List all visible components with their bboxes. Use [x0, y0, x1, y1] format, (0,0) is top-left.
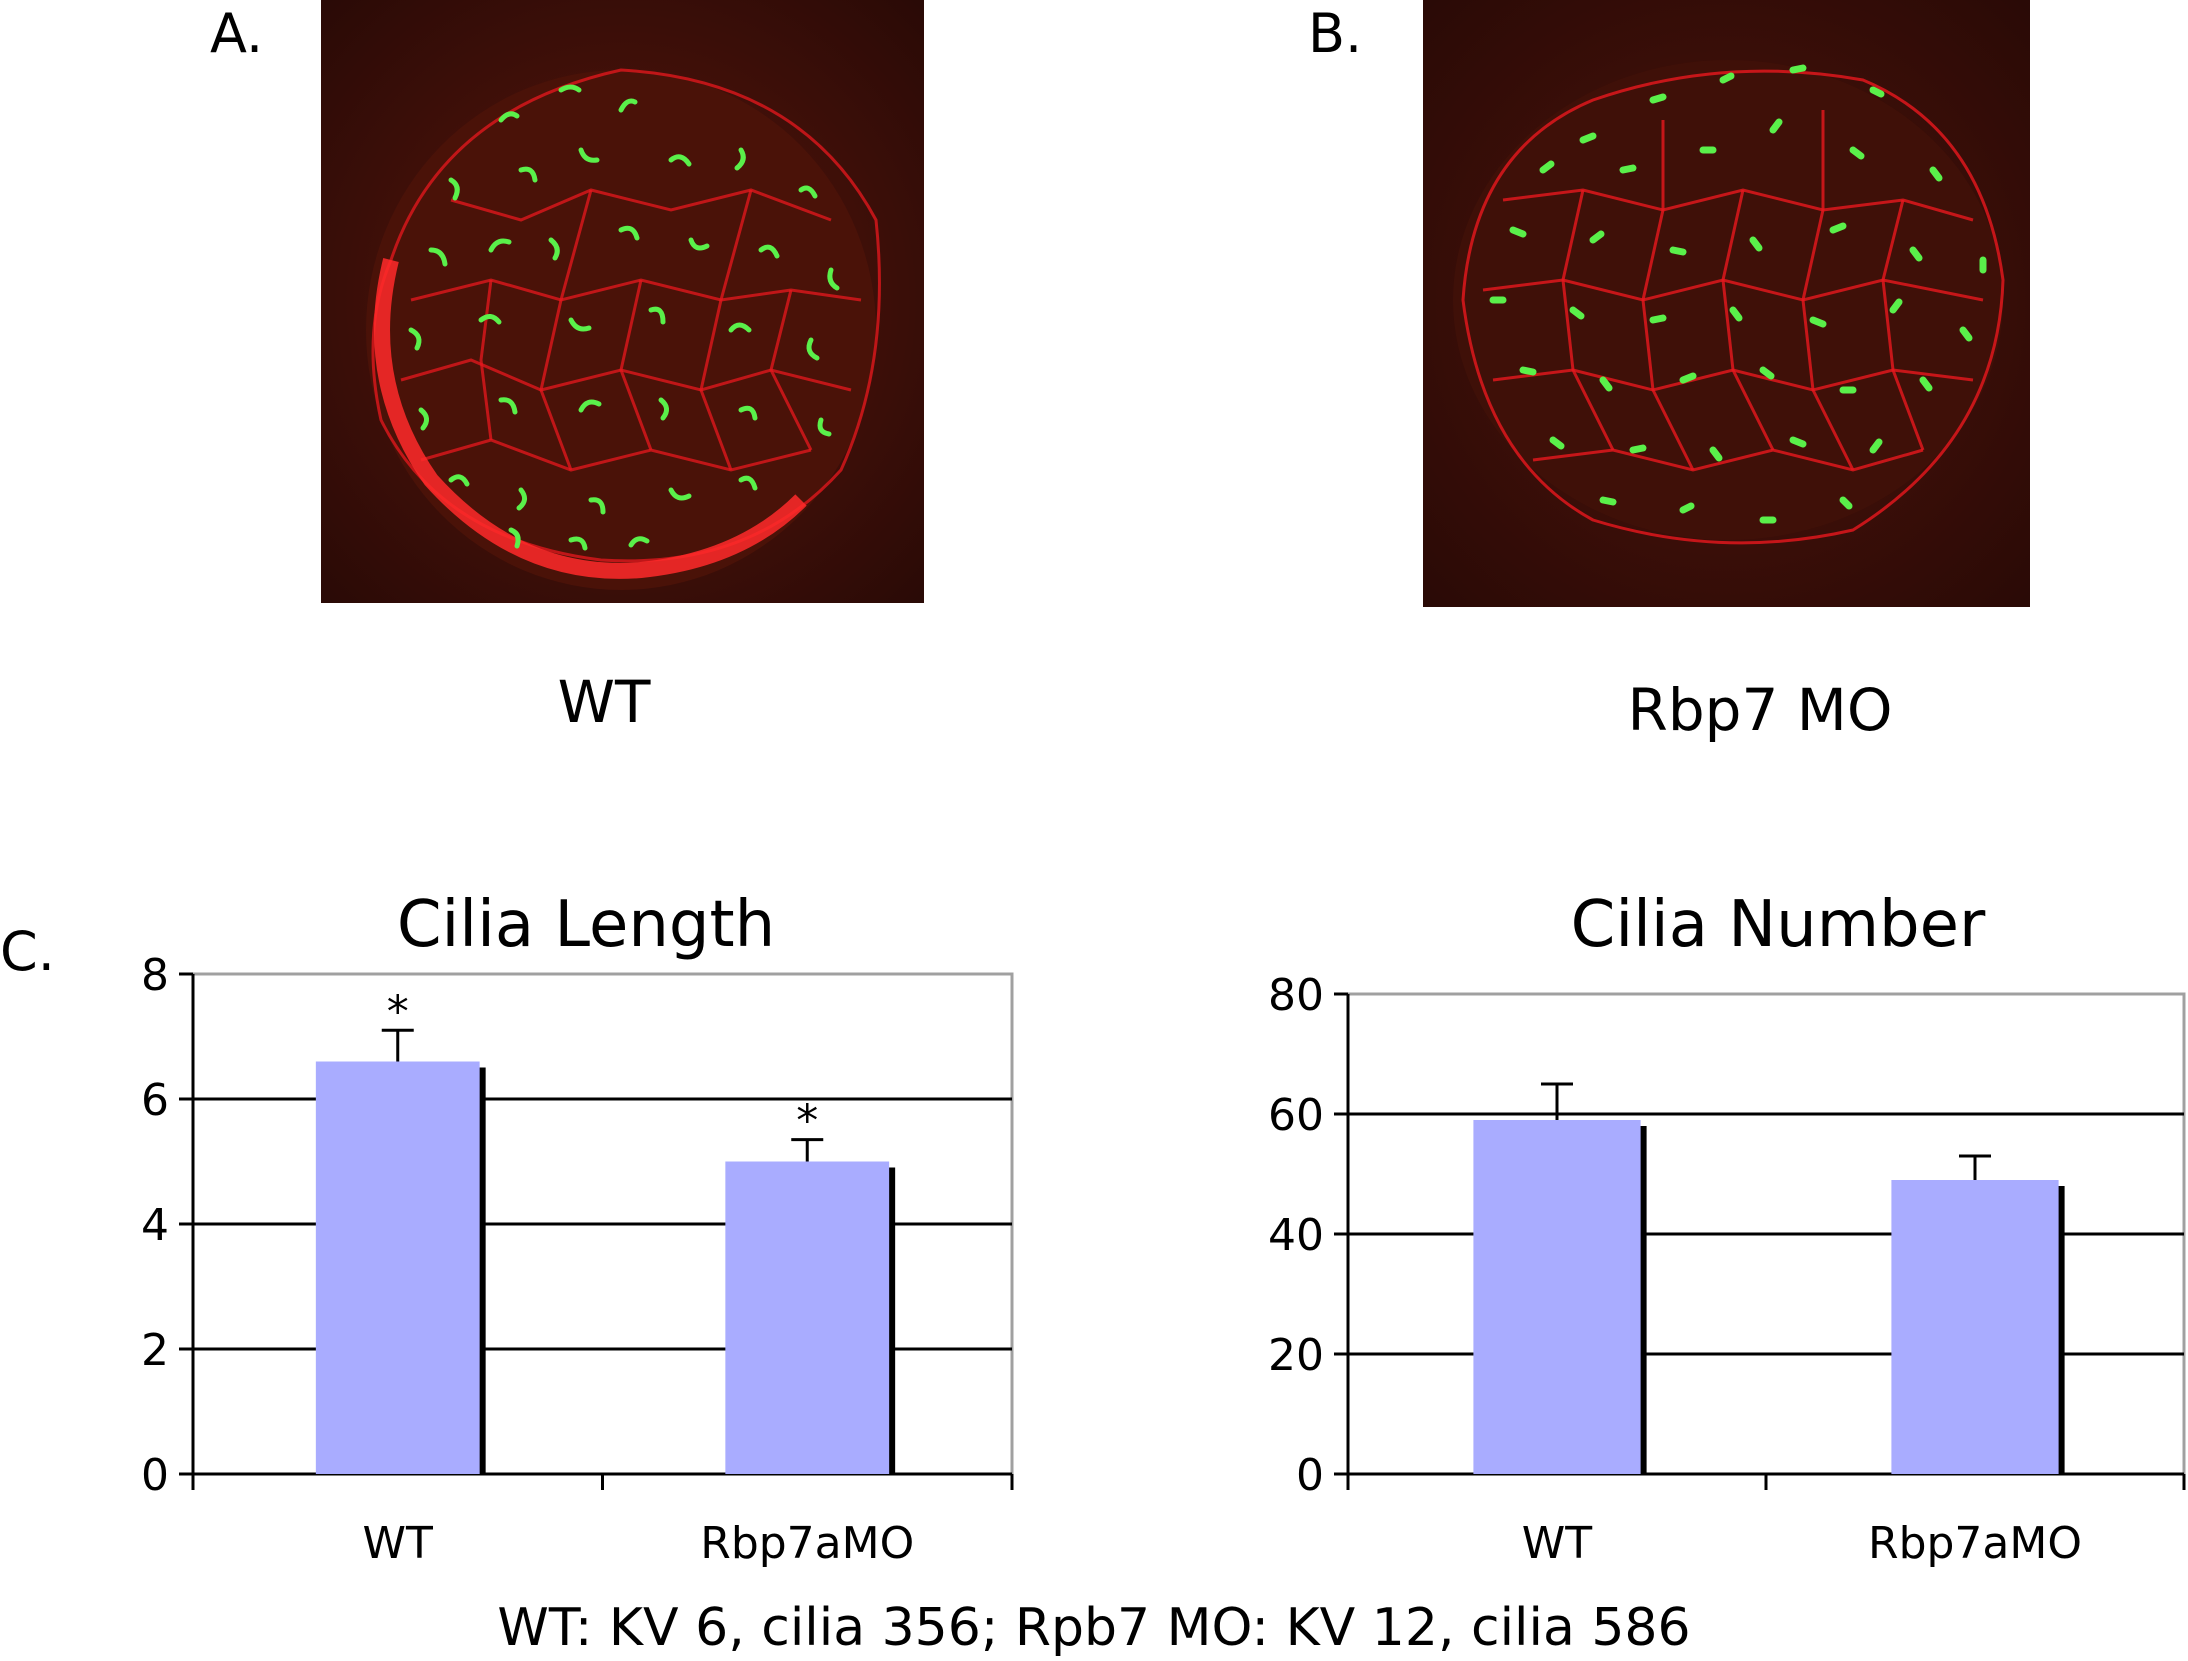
- y-tick-label: 0: [1296, 1450, 1324, 1501]
- y-tick-label: 60: [1268, 1090, 1324, 1141]
- bar: [725, 1161, 890, 1474]
- condition-label-wt: WT: [557, 668, 651, 736]
- x-tick-label: WT: [1522, 1518, 1593, 1569]
- sample-size-footnote: WT: KV 6, cilia 356; Rpb7 MO: KV 12, cil…: [497, 1598, 1691, 1658]
- x-tick-label: WT: [363, 1518, 434, 1569]
- significance-marker: *: [387, 986, 409, 1037]
- y-tick-label: 8: [141, 950, 169, 1001]
- chart-title-cilia-length: Cilia Length: [396, 888, 776, 962]
- chart-cilia-number: 0 20 40 60 80 WT Rbp7aMO: [1268, 970, 2186, 1569]
- x-tick-label: Rbp7aMO: [700, 1518, 914, 1569]
- x-tick-label: Rbp7aMO: [1868, 1518, 2082, 1569]
- y-tick-label: 2: [141, 1325, 169, 1376]
- y-tick-label: 80: [1268, 970, 1324, 1021]
- y-tick-label: 6: [141, 1075, 169, 1126]
- micrograph-wt: [321, 0, 924, 603]
- bar: [1891, 1180, 2059, 1474]
- y-tick-label: 0: [141, 1450, 169, 1501]
- y-tick-label: 40: [1268, 1210, 1324, 1261]
- panel-a-letter: A.: [210, 2, 264, 65]
- y-tick-label: 20: [1268, 1330, 1324, 1381]
- chart-cilia-length: 0 2 4 6 8 * WT * Rbp7aMO: [141, 950, 1014, 1569]
- condition-label-rbp7-mo: Rbp7 MO: [1627, 676, 1893, 744]
- bar: [315, 1061, 480, 1474]
- significance-marker: *: [796, 1096, 818, 1147]
- panel-c-letter: C.: [0, 920, 55, 983]
- micrograph-rbp7-mo: [1423, 0, 2030, 607]
- y-tick-label: 4: [141, 1200, 169, 1251]
- bar: [1473, 1120, 1641, 1474]
- chart-title-cilia-number: Cilia Number: [1570, 888, 1986, 962]
- panel-b-letter: B.: [1308, 2, 1363, 65]
